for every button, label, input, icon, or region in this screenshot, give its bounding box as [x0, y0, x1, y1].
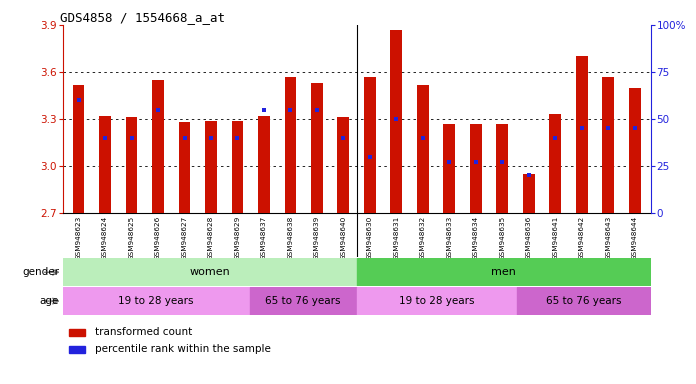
Bar — [443, 124, 455, 213]
Bar — [356, 258, 651, 286]
Bar — [603, 77, 615, 213]
Text: GSM948629: GSM948629 — [235, 215, 241, 260]
Text: GSM948626: GSM948626 — [155, 215, 161, 260]
Text: GSM948639: GSM948639 — [314, 215, 320, 260]
Bar — [258, 116, 270, 213]
Bar — [517, 287, 651, 315]
Text: GSM948638: GSM948638 — [287, 215, 294, 260]
Bar — [470, 124, 482, 213]
Bar — [63, 258, 356, 286]
Bar — [364, 77, 376, 213]
Text: 19 to 28 years: 19 to 28 years — [399, 296, 475, 306]
Bar — [311, 83, 323, 213]
Text: women: women — [189, 267, 230, 277]
Bar — [523, 174, 535, 213]
Bar — [285, 77, 296, 213]
Bar — [496, 124, 508, 213]
Text: GSM948635: GSM948635 — [500, 215, 505, 260]
Text: GSM948634: GSM948634 — [473, 215, 479, 260]
Text: transformed count: transformed count — [95, 327, 192, 337]
Text: GDS4858 / 1554668_a_at: GDS4858 / 1554668_a_at — [60, 11, 225, 24]
Bar — [576, 56, 588, 213]
Text: GSM948643: GSM948643 — [606, 215, 611, 260]
Bar — [205, 121, 217, 213]
Text: 65 to 76 years: 65 to 76 years — [546, 296, 622, 306]
Text: gender: gender — [22, 267, 59, 277]
Bar — [417, 84, 429, 213]
Bar — [72, 84, 84, 213]
Bar — [390, 30, 402, 213]
Text: GSM948632: GSM948632 — [420, 215, 426, 260]
Text: GSM948627: GSM948627 — [182, 215, 187, 260]
Bar — [338, 118, 349, 213]
Text: GSM948624: GSM948624 — [102, 215, 108, 260]
Bar — [63, 287, 250, 315]
Text: GSM948637: GSM948637 — [261, 215, 267, 260]
Text: GSM948625: GSM948625 — [129, 215, 134, 260]
Bar — [179, 122, 191, 213]
Bar — [629, 88, 641, 213]
Bar — [232, 121, 244, 213]
Text: GSM948631: GSM948631 — [393, 215, 400, 260]
Text: GSM948633: GSM948633 — [446, 215, 452, 260]
Text: GSM948641: GSM948641 — [553, 215, 558, 260]
Bar — [99, 116, 111, 213]
Text: GSM948642: GSM948642 — [579, 215, 585, 260]
Text: GSM948644: GSM948644 — [632, 215, 638, 260]
Bar — [68, 346, 85, 353]
Bar — [125, 118, 138, 213]
Text: GSM948628: GSM948628 — [208, 215, 214, 260]
Text: 19 to 28 years: 19 to 28 years — [118, 296, 194, 306]
Bar — [356, 287, 517, 315]
Text: age: age — [40, 296, 59, 306]
Text: men: men — [491, 267, 516, 277]
Text: percentile rank within the sample: percentile rank within the sample — [95, 344, 271, 354]
Text: 65 to 76 years: 65 to 76 years — [265, 296, 341, 306]
Text: GSM948623: GSM948623 — [76, 215, 81, 260]
Text: GSM948636: GSM948636 — [526, 215, 532, 260]
Bar — [152, 80, 164, 213]
Bar — [250, 287, 356, 315]
Text: GSM948630: GSM948630 — [367, 215, 373, 260]
Text: GSM948640: GSM948640 — [340, 215, 347, 260]
Bar — [68, 329, 85, 336]
Bar — [549, 114, 562, 213]
